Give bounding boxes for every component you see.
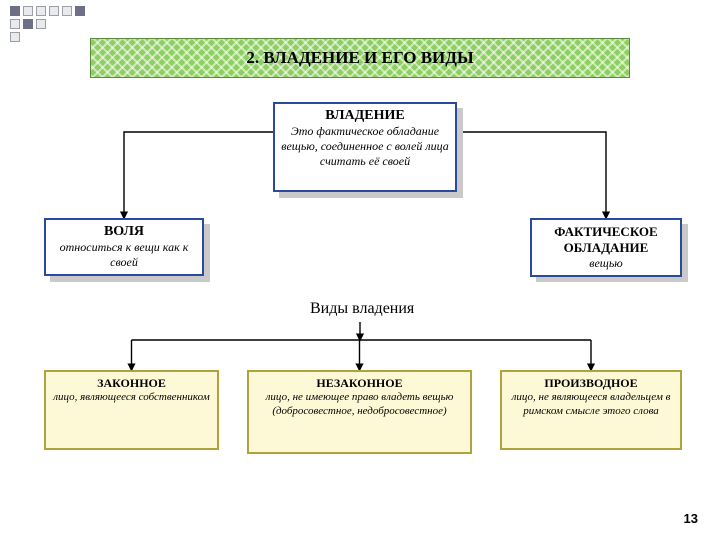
box-volya: ВОЛЯотноситься к вещи как к своей	[44, 218, 204, 276]
fakt-body: вещью	[538, 256, 674, 271]
title-banner: 2. ВЛАДЕНИЕ И ЕГО ВИДЫ	[90, 38, 630, 78]
deco-row-2	[10, 19, 46, 29]
volya-header: ВОЛЯ	[52, 224, 196, 240]
title-text: 2. ВЛАДЕНИЕ И ЕГО ВИДЫ	[246, 48, 473, 68]
deco-row-3	[10, 32, 20, 42]
box-vladenie: ВЛАДЕНИЕЭто фактическое обладание вещью,…	[273, 102, 457, 192]
vladenie-body: Это фактическое обладание вещью, соедине…	[281, 124, 449, 169]
nezakonnoe-header: НЕЗАКОННОЕ	[255, 376, 464, 391]
box-fakt: ФАКТИЧЕСКОЕ ОБЛАДАНИЕвещью	[530, 218, 682, 277]
volya-body: относиться к вещи как к своей	[52, 240, 196, 270]
subtitle-types: Виды владения	[310, 300, 414, 318]
subtitle-text: Виды владения	[310, 300, 414, 317]
deco-row-1	[10, 6, 85, 16]
zakonnoe-body: лицо, являющееся собственником	[52, 391, 211, 405]
proizvodnoe-header: ПРОИЗВОДНОЕ	[508, 376, 674, 391]
fakt-header: ФАКТИЧЕСКОЕ ОБЛАДАНИЕ	[538, 224, 674, 256]
box-zakonnoe: ЗАКОННОЕлицо, являющееся собственником	[44, 370, 219, 450]
zakonnoe-header: ЗАКОННОЕ	[52, 376, 211, 391]
proizvodnoe-body: лицо, не являющееся владельцем в римском…	[508, 391, 674, 419]
box-nezakonnoe: НЕЗАКОННОЕлицо, не имеющее право владеть…	[247, 370, 472, 454]
box-proizvodnoe: ПРОИЗВОДНОЕлицо, не являющееся владельце…	[500, 370, 682, 450]
vladenie-header: ВЛАДЕНИЕ	[281, 108, 449, 124]
page-number: 13	[684, 511, 698, 526]
nezakonnoe-body: лицо, не имеющее право владеть вещью (до…	[255, 391, 464, 419]
